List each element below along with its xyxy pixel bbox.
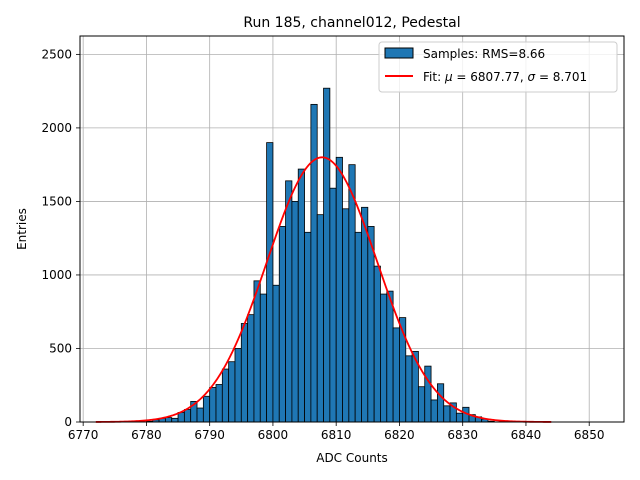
- histogram-bar: [253, 280, 261, 423]
- histogram-bar: [342, 208, 350, 423]
- histogram-bar: [386, 290, 394, 423]
- histogram-bar: [291, 201, 299, 423]
- histogram-bar: [310, 103, 318, 423]
- histogram-bar: [354, 231, 362, 423]
- histogram-bar: [424, 365, 432, 423]
- histogram-bar: [196, 407, 204, 423]
- x-tick-label: 6810: [321, 428, 352, 442]
- y-axis-label: Entries: [15, 208, 29, 250]
- histogram-bar: [373, 265, 381, 423]
- y-tick-label: 1000: [41, 268, 72, 282]
- histogram-bar: [171, 417, 179, 423]
- histogram-bar: [202, 395, 211, 423]
- histogram-bar: [259, 293, 268, 423]
- legend-fit-prefix: Fit:: [423, 70, 445, 84]
- histogram-bar: [323, 87, 331, 423]
- histogram-bar: [221, 368, 230, 423]
- legend-fit-sigma-symbol: σ: [528, 70, 536, 84]
- x-tick-label: 6790: [194, 428, 225, 442]
- histogram-bar: [215, 384, 223, 423]
- x-tick-label: 6850: [574, 428, 605, 442]
- x-tick-label: 6830: [447, 428, 478, 442]
- legend: Samples: RMS=8.66 Fit: μ = 6807.77, σ = …: [378, 41, 618, 93]
- histogram-bar: [348, 164, 356, 423]
- histogram-bar: [304, 231, 312, 423]
- histogram-bar: [285, 180, 293, 423]
- histogram-bar: [164, 417, 173, 423]
- histogram-bar: [380, 293, 388, 423]
- legend-samples-swatch: [384, 47, 414, 59]
- histogram-bar: [247, 314, 255, 423]
- plot-area-frame: [79, 35, 625, 423]
- legend-box: [378, 41, 618, 93]
- y-tick-label: 2500: [41, 47, 72, 61]
- legend-fit-mu-symbol: μ: [444, 70, 453, 84]
- histogram-bar: [316, 214, 324, 423]
- histogram-bar: [234, 348, 242, 423]
- y-tick-label: 500: [49, 341, 72, 355]
- x-tick-label: 6800: [258, 428, 289, 442]
- histogram-bar: [335, 156, 343, 423]
- y-tick-label: 0: [64, 415, 72, 429]
- histogram-bar: [183, 409, 192, 423]
- gaussian-fit-curve: [95, 156, 552, 423]
- legend-fit-label: Fit: μ = 6807.77, σ = 8.701: [423, 70, 587, 84]
- histogram-bar: [209, 387, 217, 423]
- y-axis-ticks: 0 500 1000 1500 2000 2500: [41, 47, 80, 429]
- x-axis-label: ADC Counts: [316, 451, 388, 465]
- legend-fit-mu-value: = 6807.77,: [453, 70, 528, 84]
- histogram-bar: [272, 284, 280, 423]
- histogram-bar: [240, 323, 249, 423]
- histogram-bar: [436, 383, 445, 423]
- histogram-bar: [329, 187, 337, 423]
- histogram-bar: [443, 405, 451, 423]
- histogram-bar: [266, 142, 274, 423]
- histogram-bar: [361, 206, 369, 423]
- x-tick-label: 6780: [131, 428, 162, 442]
- histogram-bar: [367, 226, 375, 423]
- histogram-bar: [430, 399, 438, 423]
- x-axis-ticks: 6770 6780 6790 6800 6810 6820 6830 6840 6850: [68, 422, 605, 442]
- histogram-bar: [418, 386, 426, 423]
- histogram-bar: [405, 355, 413, 423]
- histogram-bar: [228, 361, 236, 423]
- x-tick-label: 6820: [384, 428, 415, 442]
- x-tick-label: 6770: [68, 428, 99, 442]
- y-tick-label: 1500: [41, 194, 72, 208]
- legend-samples-label: Samples: RMS=8.66: [423, 47, 545, 61]
- legend-fit-sigma-value: = 8.701: [535, 70, 587, 84]
- histogram-bar: [392, 327, 400, 423]
- histogram-bar: [278, 226, 286, 423]
- histogram-bar: [455, 412, 464, 423]
- histogram-bar: [297, 168, 305, 423]
- y-tick-label: 2000: [41, 121, 72, 135]
- chart-title: Run 185, channel012, Pedestal: [243, 15, 460, 31]
- fit-curve-layer: [95, 156, 552, 423]
- x-tick-label: 6840: [511, 428, 542, 442]
